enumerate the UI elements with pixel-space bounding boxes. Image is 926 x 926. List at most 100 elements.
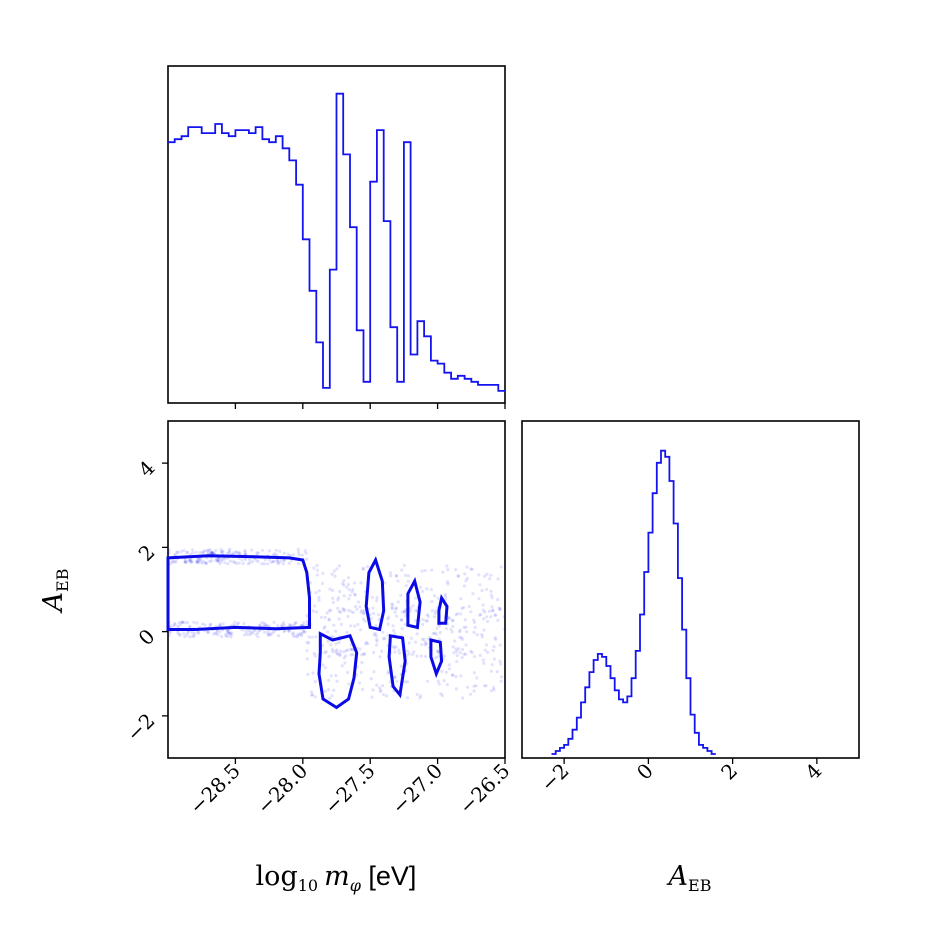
scatter-point <box>429 588 433 592</box>
scatter-point <box>180 620 184 624</box>
scatter-point <box>492 688 496 692</box>
scatter-point <box>406 579 410 584</box>
scatter-point <box>345 630 349 635</box>
scatter-point <box>346 670 350 675</box>
scatter-point <box>178 623 182 627</box>
scatter-point <box>208 559 212 564</box>
scatter-point <box>351 610 355 615</box>
scatter-point <box>325 611 329 615</box>
scatter-point <box>497 606 501 611</box>
y-tick-label: 0 <box>134 624 160 650</box>
scatter-point <box>414 596 418 600</box>
scatter-point <box>335 651 339 655</box>
scatter-point <box>381 630 385 634</box>
scatter-point <box>492 657 496 661</box>
scatter-point <box>381 693 386 697</box>
scatter-point <box>184 560 188 564</box>
scatter-point <box>359 581 363 585</box>
scatter-point <box>401 610 405 614</box>
contour-lower-2 <box>387 634 407 699</box>
scatter-point <box>475 676 479 680</box>
scatter-point <box>305 657 309 661</box>
scatter-point <box>194 550 198 554</box>
scatter-point <box>243 550 247 554</box>
scatter-point <box>311 671 315 675</box>
scatter-point <box>300 553 304 557</box>
scatter-point <box>457 647 461 651</box>
scatter-point <box>277 561 281 565</box>
scatter-point <box>331 596 335 600</box>
scatter-point <box>296 562 300 566</box>
scatter-point <box>436 596 440 600</box>
scatter-point <box>392 646 396 650</box>
scatter-point <box>490 605 494 609</box>
scatter-point <box>237 561 241 565</box>
scatter-point <box>302 623 306 627</box>
scatter-point <box>300 631 304 635</box>
scatter-point <box>465 576 469 581</box>
scatter-point <box>271 560 275 564</box>
scatter-point <box>282 623 286 627</box>
scatter-point <box>294 634 298 638</box>
scatter-point <box>252 629 256 633</box>
scatter-point <box>198 560 202 564</box>
scatter-point <box>173 623 177 627</box>
scatter-point <box>276 558 280 562</box>
hist-mphi-step <box>168 92 505 392</box>
scatter-point <box>503 627 507 631</box>
scatter-point <box>321 571 325 575</box>
scatter-point <box>242 622 246 626</box>
scatter-point <box>387 615 391 619</box>
contour-upper-plateau <box>166 554 311 631</box>
scatter-point <box>403 622 407 627</box>
scatter-point <box>480 635 484 639</box>
scatter-point <box>314 635 318 639</box>
scatter-point <box>483 610 487 614</box>
scatter-point <box>237 550 241 555</box>
scatter-point <box>312 609 316 613</box>
scatter-point <box>381 637 385 641</box>
scatter-point <box>331 635 335 639</box>
scatter-point <box>484 587 489 591</box>
scatter-point <box>312 566 316 570</box>
scatter-point <box>409 636 413 640</box>
scatter-point <box>168 630 172 635</box>
scatter-point <box>201 559 205 564</box>
scatter-point <box>328 696 332 700</box>
scatter-point <box>209 551 213 556</box>
scatter-point <box>317 595 321 600</box>
scatter-point <box>292 635 296 639</box>
scatter-point <box>454 687 458 691</box>
scatter-point <box>242 633 247 637</box>
scatter-point <box>393 675 397 679</box>
scatter-point <box>326 630 330 634</box>
scatter-point <box>480 588 484 593</box>
scatter-point <box>220 634 224 639</box>
scatter-point <box>233 620 237 624</box>
scatter-point <box>454 674 458 679</box>
contour-upper-1 <box>364 556 386 632</box>
scatter-point <box>178 633 182 637</box>
scatter-point <box>289 623 293 627</box>
scatter-point <box>221 622 225 626</box>
scatter-point <box>419 654 423 658</box>
scatter-point <box>250 548 254 552</box>
scatter-point <box>233 560 237 564</box>
scatter-point <box>400 627 404 631</box>
scatter-point <box>266 624 270 628</box>
scatter-point <box>335 567 339 571</box>
scatter-point <box>448 616 452 621</box>
scatter-point <box>223 561 227 565</box>
scatter-point <box>458 651 462 655</box>
scatter-point <box>335 648 339 652</box>
scatter-point <box>305 649 309 653</box>
axis-ticks: −28.5 −28.0 −27.5 −27.0 −26.5 −2 0 2 4 −2 0 2 4 <box>122 403 826 819</box>
scatter-point <box>248 561 252 565</box>
scatter-point <box>489 669 493 673</box>
scatter-point <box>327 688 331 692</box>
scatter-point <box>256 559 260 564</box>
scatter-point <box>187 559 191 563</box>
scatter-point <box>216 559 220 563</box>
scatter-point <box>361 566 365 570</box>
scatter-point <box>436 679 440 683</box>
